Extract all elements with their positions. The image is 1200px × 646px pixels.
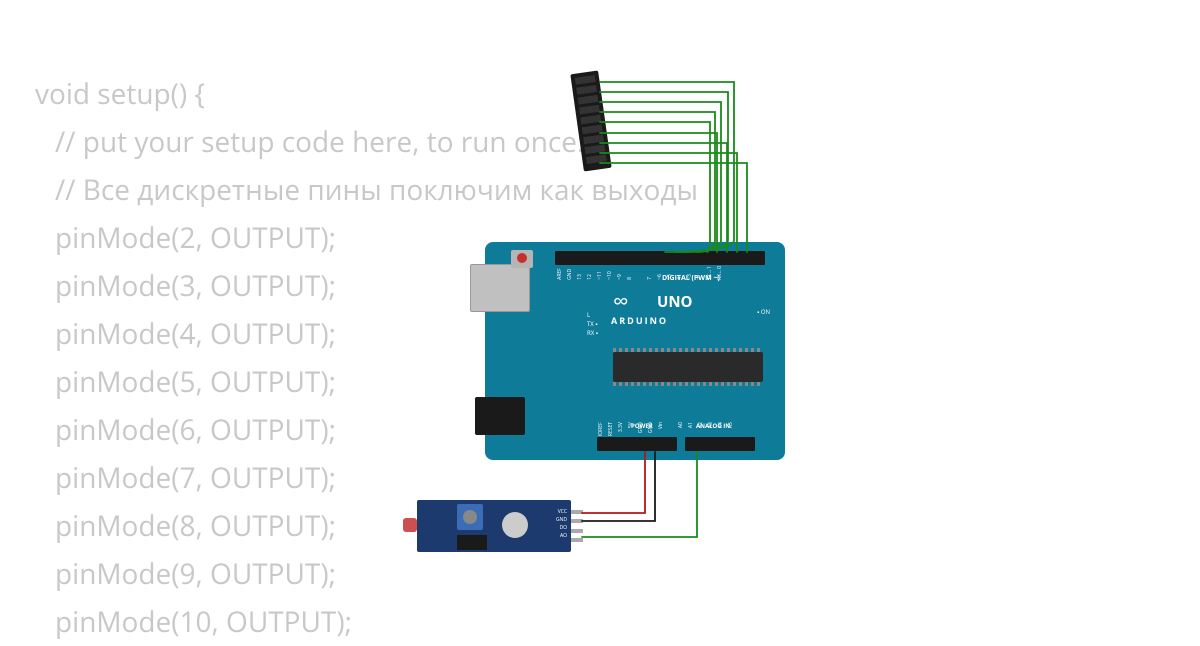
- code-line: pinMode(10, OUTPUT);: [35, 598, 698, 646]
- power-header: [597, 437, 677, 451]
- sensor-pins: [571, 510, 583, 542]
- component-cap: [502, 512, 528, 538]
- code-line: pinMode(7, OUTPUT);: [35, 454, 698, 502]
- ldr-sensor-module: VCCGNDDOAO: [417, 500, 571, 552]
- arduino-logo-icon: ∞: [613, 290, 629, 312]
- reset-button: [511, 250, 533, 268]
- power-jack: [475, 397, 525, 435]
- sensor-pin-labels: VCCGNDDOAO: [556, 508, 567, 540]
- digital-header: [555, 251, 765, 265]
- comparator-ic: [457, 535, 487, 550]
- potentiometer: [457, 504, 483, 530]
- board-model: UNO: [657, 292, 692, 312]
- on-led-label: ▪ ON: [757, 308, 770, 316]
- code-line: pinMode(8, OUTPUT);: [35, 502, 698, 550]
- atmega-chip: [613, 352, 763, 382]
- digital-pin-labels: AREFGND1312~11~10~987~6~54~32TX→1RX←0: [557, 266, 727, 280]
- board-brand: ARDUINO: [611, 314, 668, 327]
- bottom-pin-labels: IOREFRESET3.3V5VGNDGNDVinA0A1A2A3A4A5: [598, 422, 738, 436]
- usb-port: [470, 264, 530, 312]
- arduino-uno-board: ∞ UNO ARDUINO L TX ▪ RX ▪ ▪ ON DIGITAL (…: [485, 242, 785, 460]
- analog-header: [685, 437, 755, 451]
- txrx-labels: L TX ▪ RX ▪: [587, 311, 598, 338]
- code-line: pinMode(9, OUTPUT);: [35, 550, 698, 598]
- ldr-component: [403, 518, 417, 532]
- code-line: // Все дискретные пины поключим как выхо…: [35, 166, 698, 214]
